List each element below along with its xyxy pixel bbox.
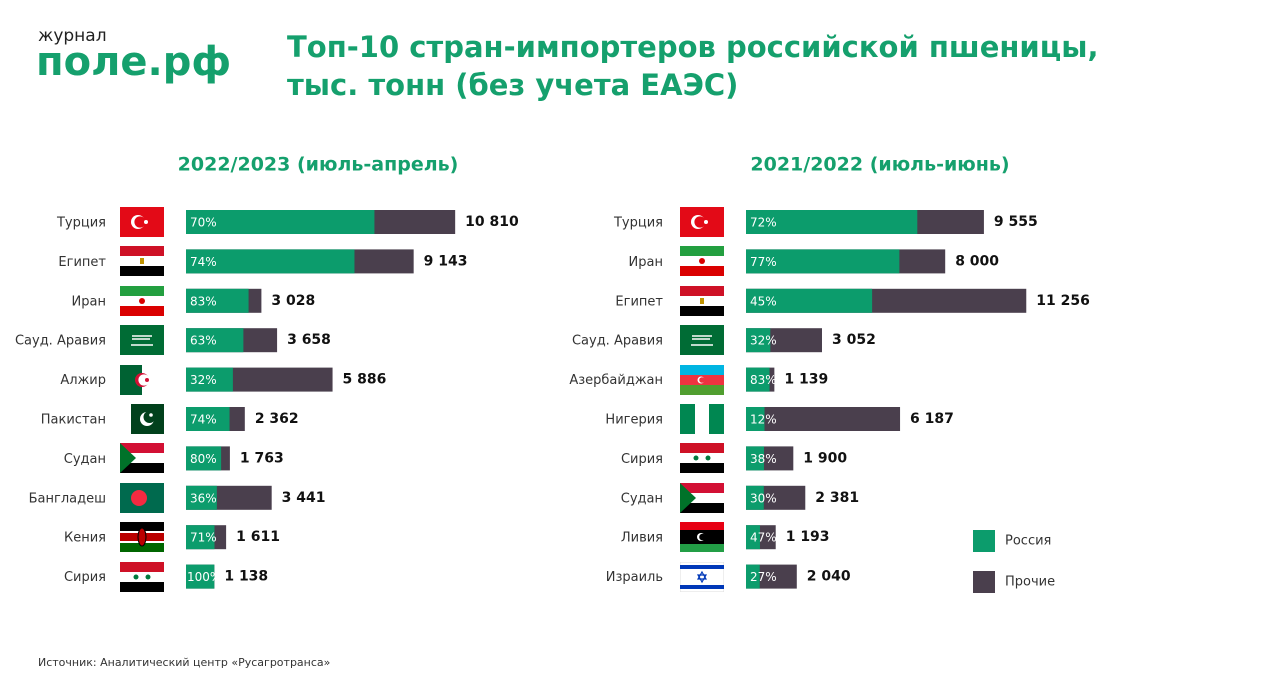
share-label: 71% — [190, 531, 217, 545]
total-label: 3 658 — [287, 332, 331, 348]
total-label: 1 763 — [240, 450, 284, 466]
title-line: Топ-10 стран-импортеров российской пшени… — [287, 30, 1099, 64]
total-label: 10 810 — [465, 214, 519, 230]
share-label: 32% — [750, 334, 777, 348]
bar-russia — [746, 210, 918, 234]
share-label: 77% — [750, 255, 777, 269]
total-label: 8 000 — [955, 253, 999, 269]
total-label: 2 381 — [815, 490, 859, 506]
total-label: 9 555 — [994, 214, 1038, 230]
share-label: 70% — [190, 216, 217, 230]
share-label: 74% — [190, 413, 217, 427]
total-label: 1 138 — [224, 569, 268, 585]
chart-subtitle: 2021/2022 (июль-июнь) — [750, 154, 1009, 176]
bar-russia — [186, 328, 244, 353]
flags-left — [120, 207, 164, 592]
bar-russia — [186, 446, 222, 471]
total-label: 5 886 — [343, 372, 387, 388]
title-line: тыс. тонн (без учета ЕАЭС) — [287, 68, 738, 102]
bar-russia — [746, 564, 760, 589]
bar-russia — [746, 485, 764, 510]
category-label: Турция — [56, 216, 106, 231]
category-label: Сауд. Аравия — [572, 334, 663, 349]
bar-total — [746, 407, 901, 431]
logo-main: поле.рф — [36, 39, 231, 85]
bar-russia — [186, 407, 230, 431]
total-label: 3 052 — [832, 332, 876, 348]
total-label: 1 611 — [236, 529, 280, 545]
category-label: Бангладеш — [29, 491, 106, 506]
bar-russia — [746, 446, 764, 471]
bar-russia — [746, 288, 873, 313]
share-label: 74% — [190, 255, 217, 269]
bar-russia — [746, 367, 770, 392]
total-label: 1 139 — [784, 372, 828, 388]
bar-russia — [186, 525, 215, 550]
total-label: 2 040 — [807, 569, 851, 585]
bar-russia — [186, 210, 375, 234]
share-label: 72% — [750, 216, 777, 230]
logo-small: журнал — [38, 26, 107, 46]
bar-russia — [186, 367, 233, 392]
category-label: Пакистан — [41, 413, 106, 428]
share-label: 30% — [750, 491, 777, 505]
flags-right — [680, 207, 724, 592]
bar-russia — [186, 564, 215, 589]
total-label: 3 028 — [271, 293, 315, 309]
category-label: Иран — [629, 255, 663, 270]
category-label: Судан — [621, 491, 663, 506]
bar-russia — [746, 525, 760, 550]
share-label: 47% — [750, 531, 777, 545]
share-label: 63% — [190, 334, 217, 348]
category-label: Сирия — [64, 570, 106, 585]
share-label: 38% — [750, 452, 777, 466]
share-label: 83% — [190, 294, 217, 308]
chart-subtitle: 2022/2023 (июль-апрель) — [178, 154, 459, 176]
total-label: 1 193 — [786, 529, 830, 545]
legend-swatch — [973, 530, 995, 552]
legend-label: Прочие — [1005, 575, 1055, 590]
total-label: 1 900 — [803, 450, 847, 466]
total-label: 6 187 — [910, 411, 954, 427]
share-label: 27% — [750, 570, 777, 584]
category-label: Турция — [613, 216, 663, 231]
share-label: 45% — [750, 294, 777, 308]
total-label: 2 362 — [255, 411, 299, 427]
bar-russia — [746, 328, 771, 353]
category-label: Судан — [64, 452, 106, 467]
category-label: Сирия — [621, 452, 663, 467]
total-label: 9 143 — [424, 253, 468, 269]
legend-swatch — [973, 571, 995, 593]
share-label: 80% — [190, 452, 217, 466]
share-label: 83% — [750, 373, 777, 387]
category-label: Нигерия — [605, 413, 663, 428]
bar-russia — [186, 485, 217, 510]
category-label: Египет — [58, 255, 106, 270]
share-label: 36% — [190, 491, 217, 505]
category-label: Сауд. Аравия — [15, 334, 106, 349]
category-label: Алжир — [60, 373, 106, 388]
total-label: 11 256 — [1036, 293, 1090, 309]
bar-russia — [186, 288, 249, 313]
category-label: Египет — [615, 294, 663, 309]
category-label: Иран — [72, 294, 106, 309]
bar-russia — [746, 407, 765, 431]
category-label: Израиль — [606, 570, 663, 585]
category-label: Ливия — [621, 531, 663, 546]
bar-russia — [186, 249, 355, 274]
category-label: Кения — [64, 531, 106, 546]
share-label: 12% — [750, 413, 777, 427]
legend-label: Россия — [1005, 534, 1051, 549]
source: Источник: Аналитический центр «Русагротр… — [38, 656, 330, 669]
category-label: Азербайджан — [569, 373, 663, 388]
total-label: 3 441 — [282, 490, 326, 506]
bar-russia — [746, 249, 900, 274]
share-label: 32% — [190, 373, 217, 387]
share-label: 100% — [187, 570, 221, 584]
